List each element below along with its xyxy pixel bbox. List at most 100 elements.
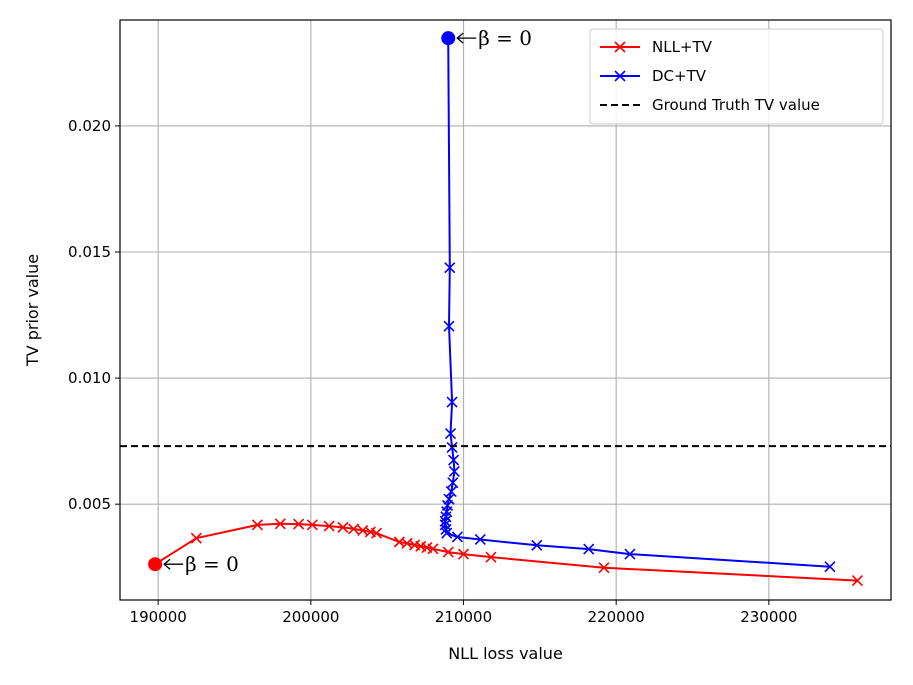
y-tick-label: 0.005 [68, 495, 111, 513]
beta-annotation: β = 0 [163, 552, 239, 576]
x-marker [427, 543, 439, 555]
x-marker [323, 520, 335, 532]
x-marker [583, 543, 595, 555]
x-marker [348, 523, 360, 535]
x-marker [448, 465, 460, 477]
data-point-dc-tv [440, 523, 452, 535]
x-marker [444, 262, 456, 274]
x-marker [444, 427, 457, 440]
x-marker [306, 519, 318, 531]
legend-entry: NLL+TV [600, 38, 713, 56]
annotations: β = 0 β = 0 [163, 26, 532, 576]
x-marker [443, 493, 455, 505]
x-tick-label: 190000 [130, 608, 187, 626]
x-marker [445, 485, 457, 498]
annotation-text: β = 0 [478, 26, 532, 50]
axes-frame [119, 19, 892, 601]
series-line-dc-tv [444, 38, 830, 568]
x-marker [446, 396, 458, 408]
legend: NLL+TV DC+TV Ground Truth TV value [589, 28, 884, 125]
x-marker [442, 546, 454, 558]
data-point-dc-tv [451, 531, 463, 543]
data-point-nll-tv [274, 518, 286, 530]
x-marker [293, 518, 305, 530]
annotation-arrow [163, 558, 184, 570]
x-marker [274, 518, 286, 530]
data-point-nll-tv [337, 521, 349, 533]
data-point-dc-tv [441, 31, 456, 46]
x-tick-label: 230000 [740, 608, 797, 626]
data-point-nll-tv [442, 546, 454, 558]
data-point-dc-tv [824, 561, 836, 573]
plot-area [120, 31, 891, 587]
x-tick-label: 200000 [282, 608, 339, 626]
data-point-nll-tv [348, 523, 360, 535]
data-point-nll-tv [251, 519, 263, 531]
data-point-nll-tv [148, 557, 163, 572]
x-marker [598, 562, 610, 574]
x-marker [190, 532, 202, 544]
x-marker [824, 561, 836, 573]
start-point-marker [148, 557, 163, 572]
legend-entry: DC+TV [600, 67, 707, 85]
data-point-dc-tv [624, 548, 636, 560]
data-point-nll-tv [457, 548, 470, 560]
x-marker [531, 539, 543, 551]
data-point-dc-tv [447, 477, 459, 489]
data-point-nll-tv [851, 575, 863, 587]
x-marker [446, 441, 458, 454]
x-tick-label: 210000 [435, 608, 492, 626]
data-point-nll-tv [427, 543, 439, 555]
x-marker [441, 527, 453, 539]
legend-entry: Ground Truth TV value [600, 96, 820, 114]
data-point-nll-tv [323, 520, 335, 532]
y-axis-label: TV prior value [23, 254, 42, 367]
legend-marker [614, 70, 626, 82]
x-axis-label: NLL loss value [448, 644, 563, 663]
data-point-dc-tv [583, 543, 595, 555]
data-point-nll-tv [293, 518, 305, 530]
ticks: 190000 200000 210000 220000 230000 0.005 0.010… [68, 117, 797, 626]
data-point-dc-tv [443, 493, 455, 505]
data-point-nll-tv [190, 532, 202, 544]
data-point-nll-tv [306, 519, 318, 531]
beta-annotation: β = 0 [456, 26, 532, 50]
y-tick-label: 0.015 [68, 243, 111, 261]
y-tick-label: 0.020 [68, 117, 111, 135]
x-marker [448, 454, 460, 466]
legend-label: NLL+TV [652, 38, 713, 56]
legend-label: DC+TV [652, 67, 707, 85]
data-point-dc-tv [446, 441, 458, 454]
legend-marker [614, 41, 626, 53]
data-point-nll-tv [370, 527, 383, 539]
x-marker [251, 519, 263, 531]
data-point-dc-tv [474, 533, 486, 546]
data-point-dc-tv [446, 396, 458, 408]
x-marker [851, 575, 863, 587]
data-point-dc-tv [443, 320, 455, 332]
x-marker [443, 320, 455, 332]
start-point-marker [441, 31, 456, 46]
annotation-arrow [456, 32, 477, 44]
data-point-dc-tv [531, 539, 543, 551]
data-point-nll-tv [598, 562, 610, 574]
data-point-dc-tv [441, 527, 453, 539]
x-marker [447, 477, 459, 489]
legend-label: Ground Truth TV value [652, 96, 820, 114]
x-marker [337, 521, 349, 533]
x-tick-label: 220000 [588, 608, 645, 626]
data-point-dc-tv [445, 485, 457, 498]
data-point-dc-tv [444, 427, 457, 440]
data-point-nll-tv [485, 551, 497, 563]
legend-box [589, 28, 884, 125]
x-marker [624, 548, 636, 560]
data-point-dc-tv [444, 262, 456, 274]
data-point-dc-tv [448, 465, 460, 477]
data-point-dc-tv [448, 454, 460, 466]
y-tick-label: 0.010 [68, 369, 111, 387]
x-marker [370, 527, 383, 539]
annotation-text: β = 0 [185, 552, 239, 576]
x-marker [440, 523, 452, 535]
x-marker [457, 548, 470, 560]
